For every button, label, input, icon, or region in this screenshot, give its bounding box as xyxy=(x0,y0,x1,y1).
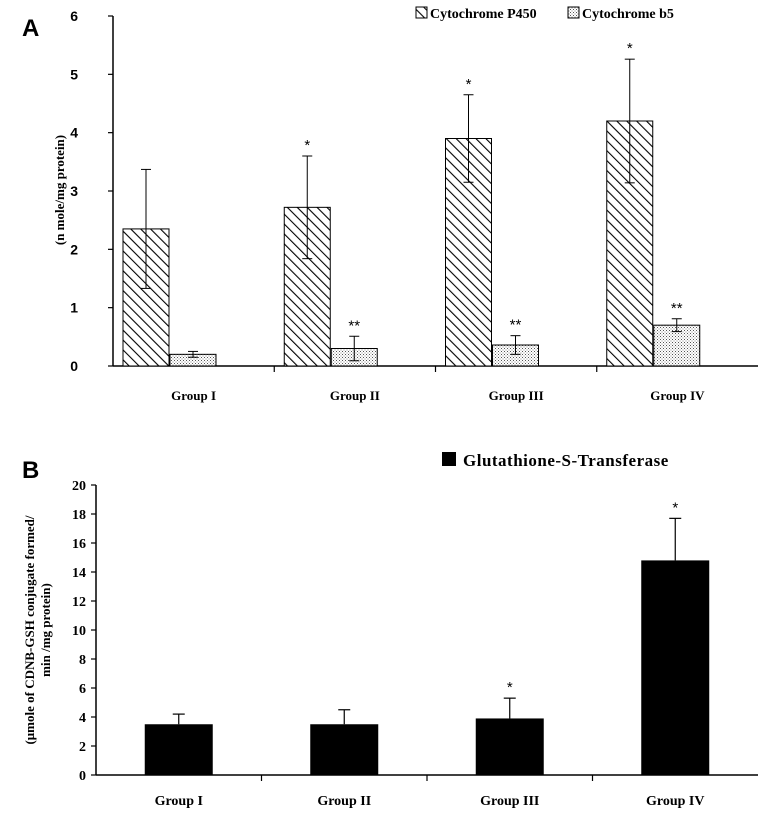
panel-a-y-tick-label: 4 xyxy=(70,125,78,141)
panel-b-y-tick-label: 6 xyxy=(79,682,86,697)
legend-label-cytochrome-b5: Cytochrome b5 xyxy=(582,7,674,22)
panel-a-y-tick-label: 1 xyxy=(70,300,78,316)
panel-a-x-tick-label: Group II xyxy=(330,388,380,403)
panel-b-y-tick-label: 12 xyxy=(72,595,86,610)
panel-b-x-tick-label: Group III xyxy=(480,794,539,809)
significance-marker: ** xyxy=(510,317,522,334)
panel-b-y-tick-label: 14 xyxy=(72,566,86,581)
legend-label-cytochrome-p450: Cytochrome P450 xyxy=(430,7,537,22)
bar-cytochrome-p450-group-i xyxy=(122,228,170,367)
legend-swatch-glutathione-s-transferase xyxy=(442,452,456,466)
significance-marker: ** xyxy=(671,300,683,317)
bar-glutathione-s-transferase-group-iii xyxy=(475,718,544,775)
panel-b-letter: B xyxy=(22,457,39,484)
legend-label-glutathione-s-transferase: Glutathione-S-Transferase xyxy=(463,451,669,470)
significance-marker: * xyxy=(507,679,513,696)
significance-marker: ** xyxy=(348,317,360,334)
panel-a-letter: A xyxy=(22,15,39,42)
panel-b-y-tick-label: 10 xyxy=(72,624,86,639)
panel-b-chart: B (μmole of CDNB-GSH conjugate formed/ m… xyxy=(22,451,758,809)
panel-a-y-axis-label: (n mole/mg protein) xyxy=(52,135,67,245)
significance-marker: * xyxy=(627,40,633,57)
panel-a-y-tick-label: 6 xyxy=(70,8,78,24)
panel-a-x-tick-label: Group III xyxy=(489,388,544,403)
bar-glutathione-s-transferase-group-ii xyxy=(310,724,379,775)
panel-b-y-tick-label: 16 xyxy=(72,537,86,552)
panel-a-legend: Cytochrome P450 Cytochrome b5 xyxy=(415,6,674,22)
significance-marker: * xyxy=(304,137,310,154)
panel-a-x-tick-label: Group IV xyxy=(650,388,705,403)
panel-b-legend: Glutathione-S-Transferase xyxy=(442,451,669,470)
panel-b-y-tick-label: 20 xyxy=(72,479,86,494)
panel-a-x-tick-label: Group I xyxy=(171,388,216,403)
panel-b-y-tick-label: 8 xyxy=(79,653,86,668)
panel-b-x-tick-label: Group IV xyxy=(646,794,704,809)
legend-swatch-cytochrome-b5 xyxy=(567,6,580,19)
panel-a-axes: 0 1 2 3 4 5 6 Group I Group II Group III Group IV xyxy=(70,8,758,403)
bar-glutathione-s-transferase-group-iv xyxy=(641,560,710,775)
panel-a-chart: A (n mole/mg protein) 0 1 2 3 4 5 6 Group I Grou… xyxy=(22,6,758,403)
panel-b-y-axis-label-line-1: (μmole of CDNB-GSH conjugate formed/ xyxy=(22,515,37,744)
panel-b-x-tick-label: Group I xyxy=(155,794,203,809)
panel-b-y-tick-label: 2 xyxy=(79,740,86,755)
panel-a-y-tick-label: 0 xyxy=(70,358,78,374)
panel-b-y-tick-label: 4 xyxy=(79,711,86,726)
bar-cytochrome-p450-group-ii xyxy=(283,206,331,367)
significance-marker: * xyxy=(466,76,472,93)
significance-marker: * xyxy=(672,499,678,516)
panel-a-bars: ********* xyxy=(122,40,701,367)
panel-b-x-tick-label: Group II xyxy=(317,794,371,809)
panel-b-y-tick-label: 18 xyxy=(72,508,86,523)
panel-a-y-tick-label: 5 xyxy=(70,66,78,82)
bar-glutathione-s-transferase-group-i xyxy=(144,724,213,775)
panel-a-y-tick-label: 2 xyxy=(70,241,78,257)
panel-b-y-axis-label-line-2: min /mg protein) xyxy=(38,583,53,677)
panel-b-y-tick-label: 0 xyxy=(79,769,86,784)
panel-a-y-tick-label: 3 xyxy=(70,183,78,199)
panel-b-axes: 0 2 4 6 8 10 12 14 16 18 20 Group I Group II Group II… xyxy=(72,479,758,809)
legend-swatch-cytochrome-p450 xyxy=(415,6,428,19)
panel-b-bars: ** xyxy=(144,499,710,775)
